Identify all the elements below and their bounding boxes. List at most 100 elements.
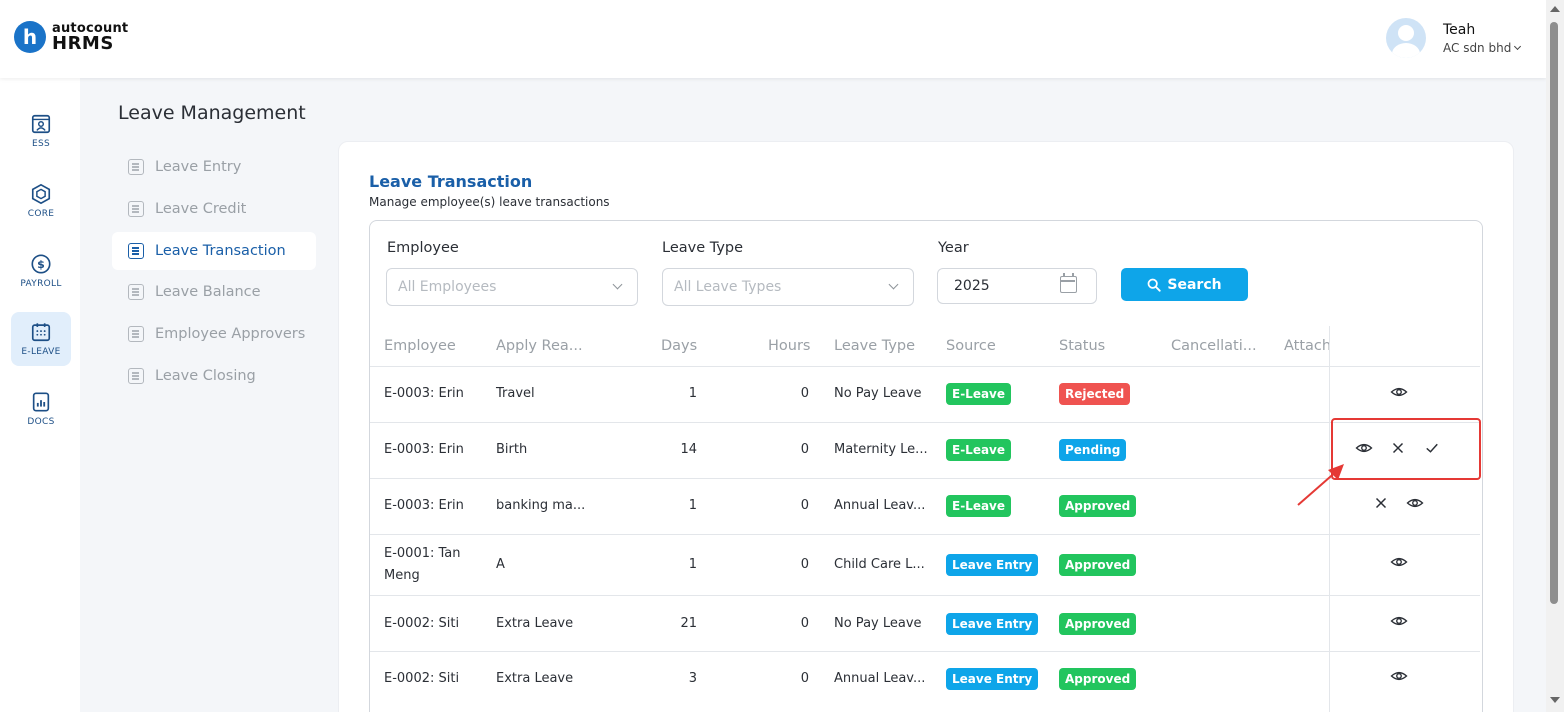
row-divider (370, 651, 1480, 652)
subnav-label: Leave Balance (155, 284, 261, 300)
svg-text:$: $ (37, 258, 45, 271)
close-icon (1375, 497, 1387, 509)
status-badge: Approved (1059, 613, 1137, 635)
page-title: Leave Management (118, 102, 306, 124)
user-menu[interactable]: Teah AC sdn bhd (1386, 18, 1522, 58)
cell-apply-reason: Extra Leave (496, 671, 574, 686)
cell-hours: 0 (800, 442, 809, 457)
view-action[interactable] (1390, 553, 1408, 571)
subnav-label: Leave Credit (155, 201, 247, 217)
source-badge: Leave Entry (946, 554, 1039, 576)
chevron-down-icon (612, 279, 623, 290)
subnav-leave-closing[interactable]: Leave Closing (112, 357, 316, 395)
rail-item-payroll[interactable]: $ PAYROLL (11, 244, 71, 298)
view-action[interactable] (1390, 383, 1408, 401)
chevron-down-icon (888, 279, 899, 290)
leave-type-select[interactable]: All Leave Types (662, 268, 914, 306)
calendar-icon (31, 323, 51, 342)
logo-bottom-text: HRMS (52, 32, 114, 54)
subnav-employee-approvers[interactable]: Employee Approvers (112, 315, 316, 353)
view-action[interactable] (1406, 494, 1424, 512)
cell-days: 3 (688, 671, 697, 686)
rail-item-e-leave[interactable]: E-LEAVE (11, 312, 71, 366)
subnav-leave-entry[interactable]: Leave Entry (112, 148, 316, 186)
cell-days: 1 (688, 386, 697, 401)
document-icon (128, 243, 144, 259)
scroll-up-icon[interactable] (1550, 6, 1560, 12)
cell-hours: 0 (800, 557, 809, 572)
cancel-action[interactable] (1372, 494, 1390, 512)
employee-select[interactable]: All Employees (386, 268, 638, 306)
column-header-status[interactable]: Status (1059, 338, 1106, 354)
cell-employee: E-0002: Siti (384, 671, 460, 686)
leave-type-select-placeholder: All Leave Types (674, 279, 782, 295)
search-button[interactable]: Search (1121, 268, 1248, 301)
cell-employee: E-0003: Erin (384, 498, 464, 513)
approve-action[interactable] (1423, 439, 1441, 457)
row-divider (370, 534, 1480, 535)
document-icon (128, 326, 144, 342)
module-rail: ESS CORE $ PAYROLL E-LEAVE DOCS (0, 78, 80, 712)
eye-icon (1406, 498, 1424, 508)
subnav-leave-credit[interactable]: Leave Credit (112, 190, 316, 228)
subnav-leave-balance[interactable]: Leave Balance (112, 273, 316, 311)
rail-item-core[interactable]: CORE (11, 174, 71, 228)
cell-employee: E-0003: Erin (384, 386, 464, 401)
eye-icon (1390, 616, 1408, 626)
column-header-hours[interactable]: Hours (768, 338, 811, 354)
annotation-highlight-box (1331, 418, 1481, 480)
rail-item-docs[interactable]: DOCS (11, 382, 71, 436)
view-action[interactable] (1390, 667, 1408, 685)
document-icon (128, 368, 144, 384)
column-header-apply-reason[interactable]: Apply Rea... (496, 338, 583, 354)
rail-label: PAYROLL (20, 279, 62, 289)
leave-type-filter-label: Leave Type (662, 240, 744, 256)
reject-action[interactable] (1389, 439, 1407, 457)
cell-employee: E-0003: Erin (384, 442, 464, 457)
scroll-down-icon[interactable] (1550, 697, 1560, 703)
payroll-icon: $ (31, 254, 51, 274)
subnav-leave-transaction[interactable]: Leave Transaction (112, 232, 316, 270)
page-scrollbar[interactable] (1546, 0, 1564, 712)
rail-item-ess[interactable]: ESS (11, 104, 71, 158)
column-header-source[interactable]: Source (946, 338, 996, 354)
cell-apply-reason: Travel (496, 386, 535, 401)
year-input[interactable]: 2025 (937, 268, 1097, 304)
view-action[interactable] (1355, 439, 1373, 457)
column-header-attachment[interactable]: Attach (1284, 338, 1329, 354)
docs-icon (32, 392, 50, 412)
cell-employee: E-0002: Siti (384, 616, 460, 631)
column-header-days[interactable]: Days (661, 338, 698, 354)
cell-apply-reason: Birth (496, 442, 528, 457)
calendar-icon[interactable] (1060, 273, 1077, 293)
cell-apply-reason: A (496, 557, 505, 572)
top-bar: h autocount HRMS Teah AC sdn bhd (0, 0, 1546, 78)
scroll-thumb[interactable] (1550, 22, 1558, 604)
cell-leave-type: Annual Leav... (834, 498, 926, 513)
view-action[interactable] (1390, 612, 1408, 630)
rail-label: DOCS (27, 417, 55, 427)
core-icon (31, 183, 51, 205)
column-header-employee[interactable]: Employee (384, 338, 456, 354)
year-filter-label: Year (938, 240, 969, 256)
avatar[interactable] (1386, 18, 1426, 58)
source-badge: E-Leave (946, 495, 1012, 517)
subnav-label: Leave Closing (155, 368, 256, 384)
section-subtitle: Manage employee(s) leave transactions (369, 195, 610, 209)
row-divider (370, 595, 1480, 596)
chevron-down-icon[interactable] (1514, 42, 1522, 50)
column-header-cancellation[interactable]: Cancellati... (1171, 338, 1257, 354)
source-badge: Leave Entry (946, 613, 1039, 635)
eye-icon (1355, 443, 1373, 453)
eye-icon (1390, 557, 1408, 567)
search-button-label: Search (1167, 276, 1222, 293)
cell-days: 1 (688, 557, 697, 572)
rail-label: ESS (31, 139, 50, 149)
cell-hours: 0 (800, 386, 809, 401)
app-logo[interactable]: h autocount HRMS (14, 21, 128, 53)
action-column-divider (1329, 326, 1330, 712)
column-header-leave-type[interactable]: Leave Type (834, 338, 916, 354)
cell-apply-reason: Extra Leave (496, 616, 574, 631)
cell-leave-type: Annual Leav... (834, 671, 926, 686)
user-name: Teah (1443, 21, 1476, 38)
